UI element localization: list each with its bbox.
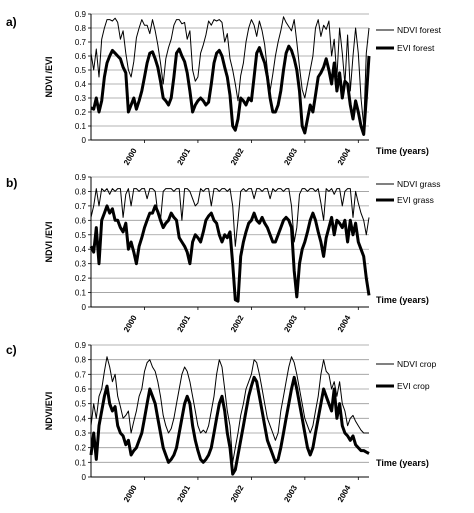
y-tick-label: 0.4 [75, 245, 87, 254]
x-year-label: 2004 [336, 313, 353, 333]
chart-panel-1: a) NDVI /EVI 0 0.1 0.2 0.3 0.4 0.5 0.6 0.7 0.8 0.9 2… [6, 10, 442, 167]
legend-label: EVI grass [397, 195, 434, 205]
y-tick-label: 0.9 [75, 10, 87, 19]
y-tick-label: 0.9 [75, 173, 87, 182]
y-tick-label: 0.8 [75, 187, 87, 196]
x-year-label: 2003 [282, 146, 299, 166]
series-line-evi [89, 375, 370, 476]
x-year-label: 2003 [282, 313, 299, 333]
y-tick-label: 0.5 [75, 231, 87, 240]
legend-label: NDVI forest [397, 25, 442, 35]
y-tick-label: 0.3 [75, 94, 87, 103]
chart-panel-2: b) NDVI /EVI 0 0.1 0.2 0.3 0.4 0.5 0.6 0.7 0.8 0.9 2… [6, 173, 440, 334]
y-tick-label: 0.7 [75, 202, 87, 211]
y-tick-label: 0.1 [75, 122, 87, 131]
series-line-ndvi [90, 356, 369, 463]
x-year-label: 2000 [122, 146, 139, 166]
y-tick-label: 0.3 [75, 260, 87, 269]
y-tick-label: 0.2 [75, 444, 87, 453]
y-axis-label: NDVI/EVI [44, 392, 54, 431]
y-tick-label: 0.9 [75, 341, 87, 350]
x-year-label: 2001 [175, 313, 192, 333]
y-tick-label: 0.4 [75, 80, 87, 89]
panel-label: c) [6, 343, 17, 357]
x-year-label: 2000 [122, 313, 139, 333]
y-axis-label: NDVI /EVI [44, 56, 54, 97]
y-tick-label: 0 [82, 136, 87, 145]
y-tick-label: 0.7 [75, 38, 87, 47]
y-tick-label: 0.6 [75, 52, 87, 61]
y-tick-label: 0 [82, 473, 87, 482]
y-tick-label: 0.8 [75, 24, 87, 33]
series-line-ndvi [90, 16, 370, 127]
x-year-label: 2002 [229, 313, 246, 333]
y-tick-label: 0.2 [75, 108, 87, 117]
y-tick-label: 0.2 [75, 274, 87, 283]
x-year-label: 2002 [229, 483, 246, 503]
x-axis-label: Time (years) [376, 295, 429, 305]
y-tick-label: 0.1 [75, 289, 87, 298]
x-axis-label: Time (years) [376, 146, 429, 156]
y-tick-label: 0.7 [75, 370, 87, 379]
y-axis-label: NDVI /EVI [44, 221, 54, 262]
legend-label: EVI forest [397, 43, 435, 53]
panel-label: b) [6, 176, 17, 190]
y-tick-label: 0.5 [75, 66, 87, 75]
x-year-label: 2004 [336, 146, 353, 166]
y-tick-label: 0.1 [75, 458, 87, 467]
x-year-label: 2003 [282, 483, 299, 503]
y-tick-label: 0.6 [75, 385, 87, 394]
legend-label: EVI crop [397, 381, 430, 391]
legend-label: NDVI grass [397, 179, 440, 189]
x-year-label: 2000 [122, 483, 139, 503]
x-year-label: 2002 [229, 146, 246, 166]
y-tick-label: 0.6 [75, 216, 87, 225]
y-tick-label: 0.4 [75, 414, 87, 423]
series-line-evi [89, 204, 371, 303]
y-tick-label: 0.3 [75, 429, 87, 438]
y-tick-label: 0.8 [75, 356, 87, 365]
x-year-label: 2001 [175, 483, 192, 503]
y-tick-label: 0.5 [75, 400, 87, 409]
chart-panel-3: c) NDVI/EVI 0 0.1 0.2 0.3 0.4 0.5 0.6 0.7 0.8 0.9 20… [6, 341, 436, 504]
x-year-label: 2004 [336, 483, 353, 503]
x-year-label: 2001 [175, 146, 192, 166]
panel-label: a) [6, 15, 17, 29]
series-line-evi [90, 44, 371, 136]
series-line-ndvi [90, 188, 370, 247]
legend-label: NDVI crop [397, 359, 436, 369]
x-axis-label: Time (years) [376, 458, 429, 468]
y-tick-label: 0 [82, 303, 87, 312]
